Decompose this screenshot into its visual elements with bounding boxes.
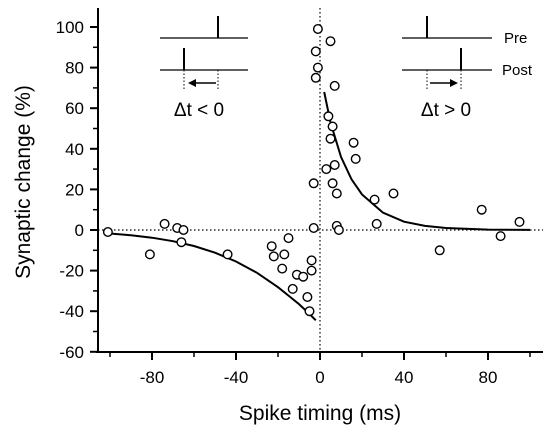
data-point [159, 218, 170, 229]
data-point [329, 80, 340, 91]
data-point [321, 164, 332, 175]
data-point [176, 237, 187, 248]
data-point [350, 153, 361, 164]
data-point [329, 159, 340, 170]
data-point [298, 271, 309, 282]
data-point [331, 188, 342, 199]
x-tick-label: 40 [395, 368, 414, 387]
data-point [102, 226, 113, 237]
data-point [178, 224, 189, 235]
data-point [268, 251, 279, 262]
data-point [348, 137, 359, 148]
data-point [277, 263, 288, 274]
dt-negative-label: Δt < 0 [174, 100, 224, 121]
y-tick-label: 0 [75, 221, 84, 240]
data-point [476, 204, 487, 215]
data-point [310, 46, 321, 57]
data-point [279, 249, 290, 260]
data-point [325, 36, 336, 47]
y-tick-label: 40 [65, 140, 84, 159]
data-point [312, 24, 323, 35]
y-axis-title: Synaptic change (%) [12, 85, 35, 279]
data-point [514, 216, 525, 227]
fit-curve-positive [323, 91, 531, 231]
data-point [287, 283, 298, 294]
y-tick-label: 100 [56, 18, 84, 37]
data-point [302, 292, 313, 303]
data-point [495, 231, 506, 242]
post-label: Post [502, 62, 533, 79]
inset-negative: Δt < 0 [160, 16, 248, 121]
y-tick-label: 60 [65, 99, 84, 118]
data-point [283, 233, 294, 244]
data-point [312, 62, 323, 73]
data-point [306, 265, 317, 276]
data-point [434, 245, 445, 256]
dt-positive-label: Δt > 0 [421, 100, 471, 121]
y-tick-label: 20 [65, 180, 84, 199]
y-tick-label: -40 [59, 302, 84, 321]
data-point [371, 218, 382, 229]
inset-pos-arrow-head [450, 79, 458, 87]
data-point [369, 194, 380, 205]
data-points [102, 24, 525, 317]
data-point [144, 249, 155, 260]
data-point [266, 241, 277, 252]
y-tick-label: -20 [59, 262, 84, 281]
pre-label: Pre [504, 30, 527, 47]
fit-curves [103, 91, 531, 322]
data-point [388, 188, 399, 199]
x-tick-label: -40 [224, 368, 249, 387]
y-tick-label: -60 [59, 343, 84, 362]
x-tick-label: 80 [479, 368, 498, 387]
x-tick-label: -80 [140, 368, 165, 387]
data-point [327, 178, 338, 189]
data-point [308, 178, 319, 189]
y-tick-label: 80 [65, 59, 84, 78]
data-point [325, 133, 336, 144]
data-point [308, 222, 319, 233]
x-tick-label: 0 [315, 368, 324, 387]
data-point [327, 121, 338, 132]
data-point [323, 111, 334, 122]
data-point [333, 224, 344, 235]
data-point [304, 306, 315, 317]
inset-positive: Δt > 0 Pre Post [402, 16, 533, 121]
data-point [310, 72, 321, 83]
axis-ticks: -60 -40 -20 0 20 40 60 80 100 -80 -40 0 40 80 [56, 18, 531, 387]
x-axis-title: Spike timing (ms) [239, 402, 401, 425]
inset-neg-arrow-head [188, 79, 196, 87]
data-point [222, 249, 233, 260]
fit-curve-negative [103, 232, 317, 322]
data-point [306, 255, 317, 266]
